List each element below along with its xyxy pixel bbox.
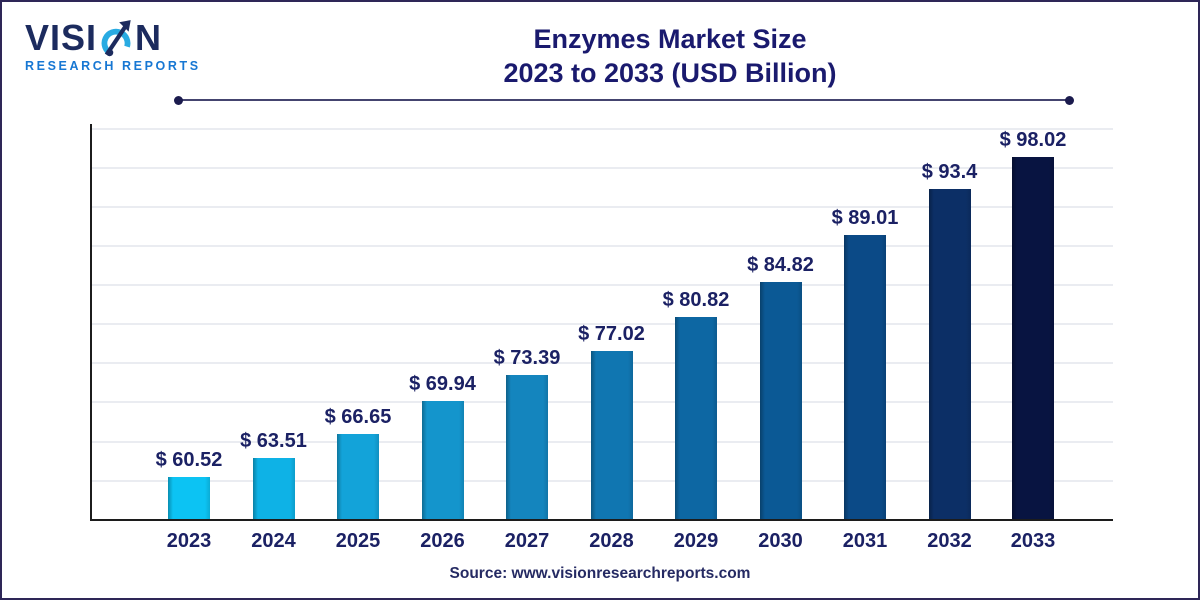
bar-rect-2023 — [168, 477, 210, 519]
y-axis — [90, 124, 92, 521]
x-axis-label-2024: 2024 — [251, 530, 296, 552]
bar-rect-2031 — [844, 235, 886, 519]
x-axis-label-2029: 2029 — [673, 530, 719, 552]
bar-rect-2032 — [928, 189, 971, 519]
divider-dot-right — [1065, 95, 1074, 105]
logo: VISI N RESEARCH REPORTS — [25, 17, 235, 74]
bar-2031 — [844, 235, 886, 519]
x-axis-label-2028: 2028 — [589, 530, 634, 552]
bar-value-label-2027: $ 73.39 — [493, 347, 561, 369]
logo-subtitle: RESEARCH REPORTS — [25, 59, 201, 73]
bar-value-label-2025: $ 66.65 — [324, 406, 392, 428]
bar-2024 — [252, 458, 295, 519]
bar-2027 — [506, 375, 548, 519]
bar-2033 — [1012, 157, 1054, 519]
bar-value-label-2030: $ 84.82 — [747, 254, 814, 276]
x-axis — [90, 519, 1113, 521]
gridline-4 — [92, 284, 1113, 286]
x-axis-label-2033: 2033 — [1010, 530, 1056, 552]
bar-value-label-2024: $ 63.51 — [240, 430, 307, 452]
bar-rect-2028 — [590, 351, 633, 519]
chart-title-line2: 2023 to 2033 (USD Billion) — [503, 58, 837, 88]
bar-value-label-2033: $ 98.02 — [999, 129, 1067, 151]
gridline-1 — [92, 167, 1113, 169]
bar-2025 — [337, 434, 379, 519]
x-axis-label-2030: 2030 — [758, 530, 803, 552]
bar-2023 — [168, 477, 210, 519]
gridline-2 — [92, 206, 1113, 208]
x-axis-label-2026: 2026 — [420, 530, 465, 552]
bar-value-label-2026: $ 69.94 — [409, 373, 476, 395]
bar-rect-2029 — [675, 317, 717, 519]
x-axis-label-2032: 2032 — [927, 530, 972, 552]
x-axis-label-2023: 2023 — [166, 530, 212, 552]
gridline-5 — [92, 323, 1113, 325]
x-axis-label-2031: 2031 — [842, 530, 888, 552]
x-axis-label-2027: 2027 — [504, 530, 550, 552]
chart-title: Enzymes Market Size 2023 to 2033 (USD Bi… — [200, 22, 1140, 90]
bar-rect-2027 — [506, 375, 548, 519]
bar-value-label-2031: $ 89.01 — [831, 207, 899, 229]
title-divider — [174, 95, 1074, 105]
bar-2032 — [928, 189, 971, 519]
source-text: Source: www.visionresearchreports.com — [449, 565, 751, 582]
gridline-0 — [92, 128, 1113, 130]
bar-rect-2025 — [337, 434, 379, 519]
bar-2026 — [421, 401, 464, 519]
bar-rect-2026 — [421, 401, 464, 519]
logo-droplet-arrow-icon — [101, 20, 131, 58]
logo-brand-post: N — [135, 17, 163, 58]
divider-dot-left — [174, 95, 183, 105]
bar-value-label-2032: $ 93.4 — [921, 161, 978, 183]
gridline-3 — [92, 245, 1113, 247]
bar-value-label-2023: $ 60.52 — [155, 449, 223, 471]
bar-value-label-2029: $ 80.82 — [662, 289, 730, 311]
bar-rect-2033 — [1012, 157, 1054, 519]
logo-brand-pre: VISI — [25, 17, 98, 58]
bar-rect-2030 — [759, 282, 802, 519]
logo-brand: VISI N — [25, 17, 235, 58]
bar-2029 — [675, 317, 717, 519]
x-axis-label-2025: 2025 — [335, 530, 381, 552]
bar-2030 — [759, 282, 802, 519]
bar-2028 — [590, 351, 633, 519]
chart-title-line1: Enzymes Market Size — [533, 24, 807, 54]
bar-rect-2024 — [252, 458, 295, 519]
bar-value-label-2028: $ 77.02 — [578, 323, 645, 345]
